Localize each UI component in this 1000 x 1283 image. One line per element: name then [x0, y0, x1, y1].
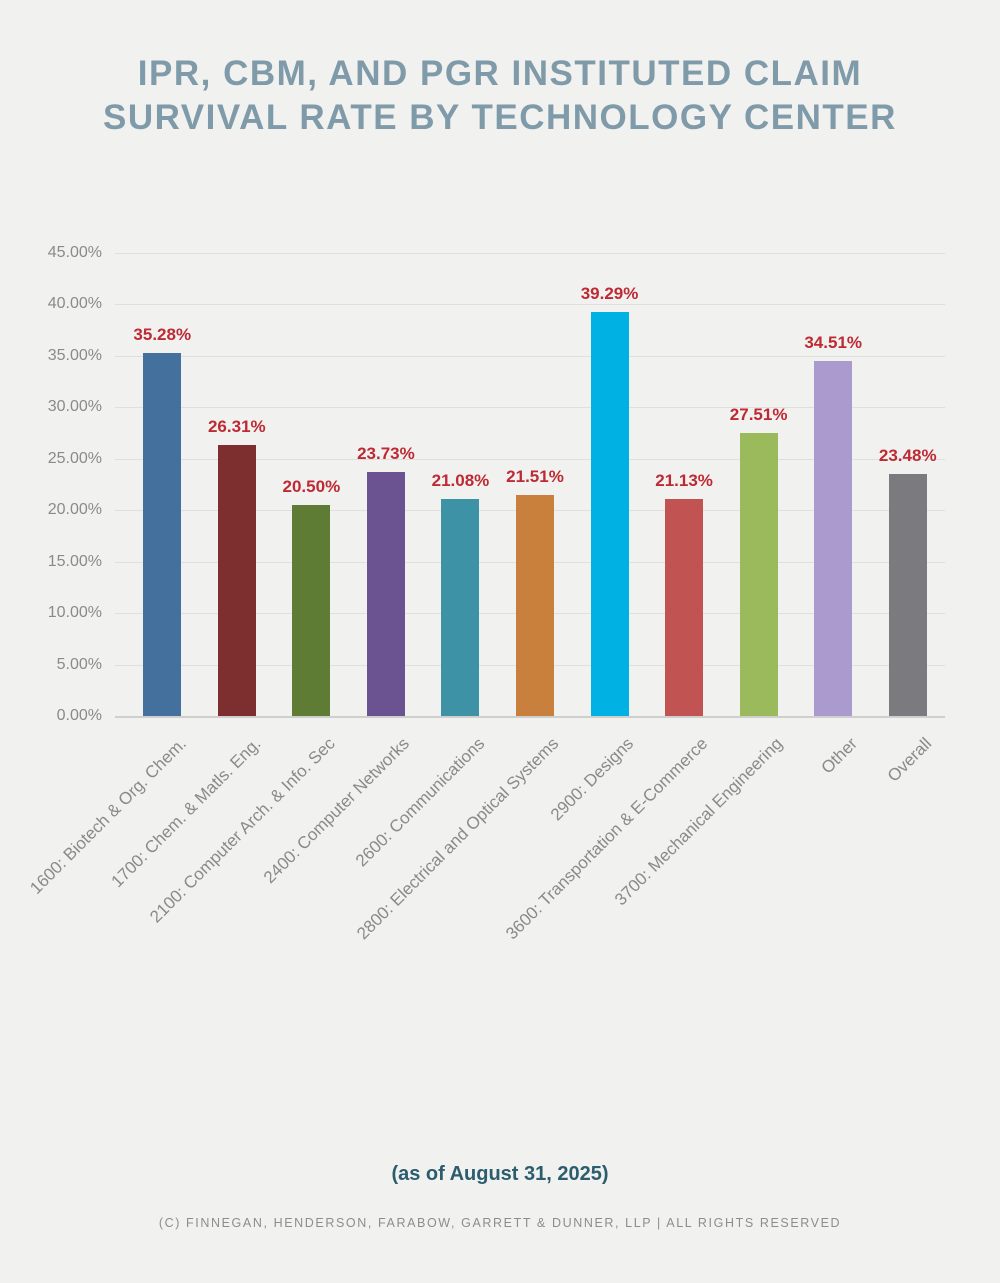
bar: [739, 433, 778, 716]
y-axis-tick-label: 40.00%: [47, 295, 102, 313]
gridline: [115, 407, 945, 409]
bar-value-label: 21.51%: [506, 467, 564, 486]
bar-slot: 21.13% 3600: Transportation & E-Commerce: [502, 253, 722, 943]
bar: [441, 499, 480, 716]
bar-slot: 21.51% 2800: Electrical and Optical Syste…: [353, 253, 573, 943]
bar: [665, 499, 704, 716]
x-axis-category-label: Other: [817, 734, 861, 778]
y-axis-tick-label: 30.00%: [47, 398, 102, 416]
bar: [516, 495, 554, 716]
bar: [217, 445, 256, 716]
bar-slot: 26.31% 1700: Chem. & Matls. Eng.: [107, 253, 275, 891]
gridline: [115, 458, 945, 460]
x-axis-category-label: 1600: Biotech & Org. Chem.: [25, 734, 190, 898]
y-axis-tick-label: 0.00%: [56, 707, 102, 724]
bar-value-label: 39.29%: [580, 284, 639, 303]
bar-slot: 23.73% 2400: Computer Networks: [260, 253, 424, 887]
bar-value-label: 26.31%: [207, 417, 266, 436]
bar: [143, 353, 182, 716]
bar-value-label: 23.48%: [878, 446, 937, 465]
bar-value-label: 20.50%: [282, 477, 341, 496]
bar-slot: 35.28% 1600: Biotech & Org. Chem.: [26, 253, 200, 898]
bar: [590, 312, 629, 716]
bar-slot: 27.51% 3700: Mechanical Engineering: [611, 253, 796, 909]
y-axis-tick-label: 25.00%: [47, 449, 102, 467]
as-of-note: (as of August 31, 2025): [391, 1163, 609, 1185]
x-axis-category-label: Overall: [883, 734, 936, 786]
title-line-2: SURVIVAL RATE BY TECHNOLOGY CENTER: [103, 98, 897, 137]
bar-value-label: 21.08%: [431, 471, 490, 490]
y-axis-tick-label: 5.00%: [56, 655, 102, 673]
y-axis-tick-label: 35.00%: [47, 346, 102, 364]
y-axis-tick-label: 10.00%: [47, 604, 102, 622]
bar-slot: 20.50% 2100: Computer Arch. & Info. Sec: [146, 253, 349, 927]
bars-layer: 35.28% 1600: Biotech & Org. Chem. 26.31% 17…: [26, 253, 945, 943]
gridline: [115, 716, 945, 718]
x-axis-category-label: 1700: Chem. & Matls. Eng.: [107, 734, 265, 892]
bar-value-label: 21.13%: [655, 471, 713, 490]
y-axis-tick-label: 45.00%: [47, 244, 102, 261]
gridline: [115, 304, 945, 306]
title-line-1: IPR, CBM, AND PGR INSTITUTED CLAIM: [137, 54, 863, 93]
bar-slot: 21.08% 2600: Communications: [352, 253, 498, 870]
bar-value-label: 34.51%: [804, 333, 863, 352]
bar-slot: 39.29% 2900: Designs: [547, 253, 647, 824]
page-title: IPR, CBM, AND PGR INSTITUTED CLAIM SURVI…: [0, 52, 1000, 140]
x-axis-category-label: 2400: Computer Networks: [260, 734, 414, 888]
y-axis-tick-label: 15.00%: [47, 552, 102, 570]
bar-slot: 23.48% Overall: [870, 253, 945, 786]
bar: [366, 472, 405, 716]
bar: [292, 505, 331, 716]
y-axis-tick-label: 20.00%: [47, 501, 102, 519]
bar-value-label: 23.73%: [357, 444, 415, 463]
x-axis-category-label: 2600: Communications: [351, 734, 488, 871]
bar-value-label: 35.28%: [133, 325, 192, 344]
gridline: [115, 355, 945, 357]
copyright-note: (C) FINNEGAN, HENDERSON, FARABOW, GARRET…: [158, 1216, 842, 1230]
gridline: [115, 253, 945, 254]
bar: [888, 474, 927, 716]
bar: [814, 361, 853, 716]
bar-value-label: 27.51%: [729, 405, 788, 424]
bar-chart: 45.00% 40.00% 35.00% 30.00% 25.00% 20.00% 15.0…: [26, 244, 945, 943]
bar-slot: 34.51% Other: [796, 253, 871, 778]
